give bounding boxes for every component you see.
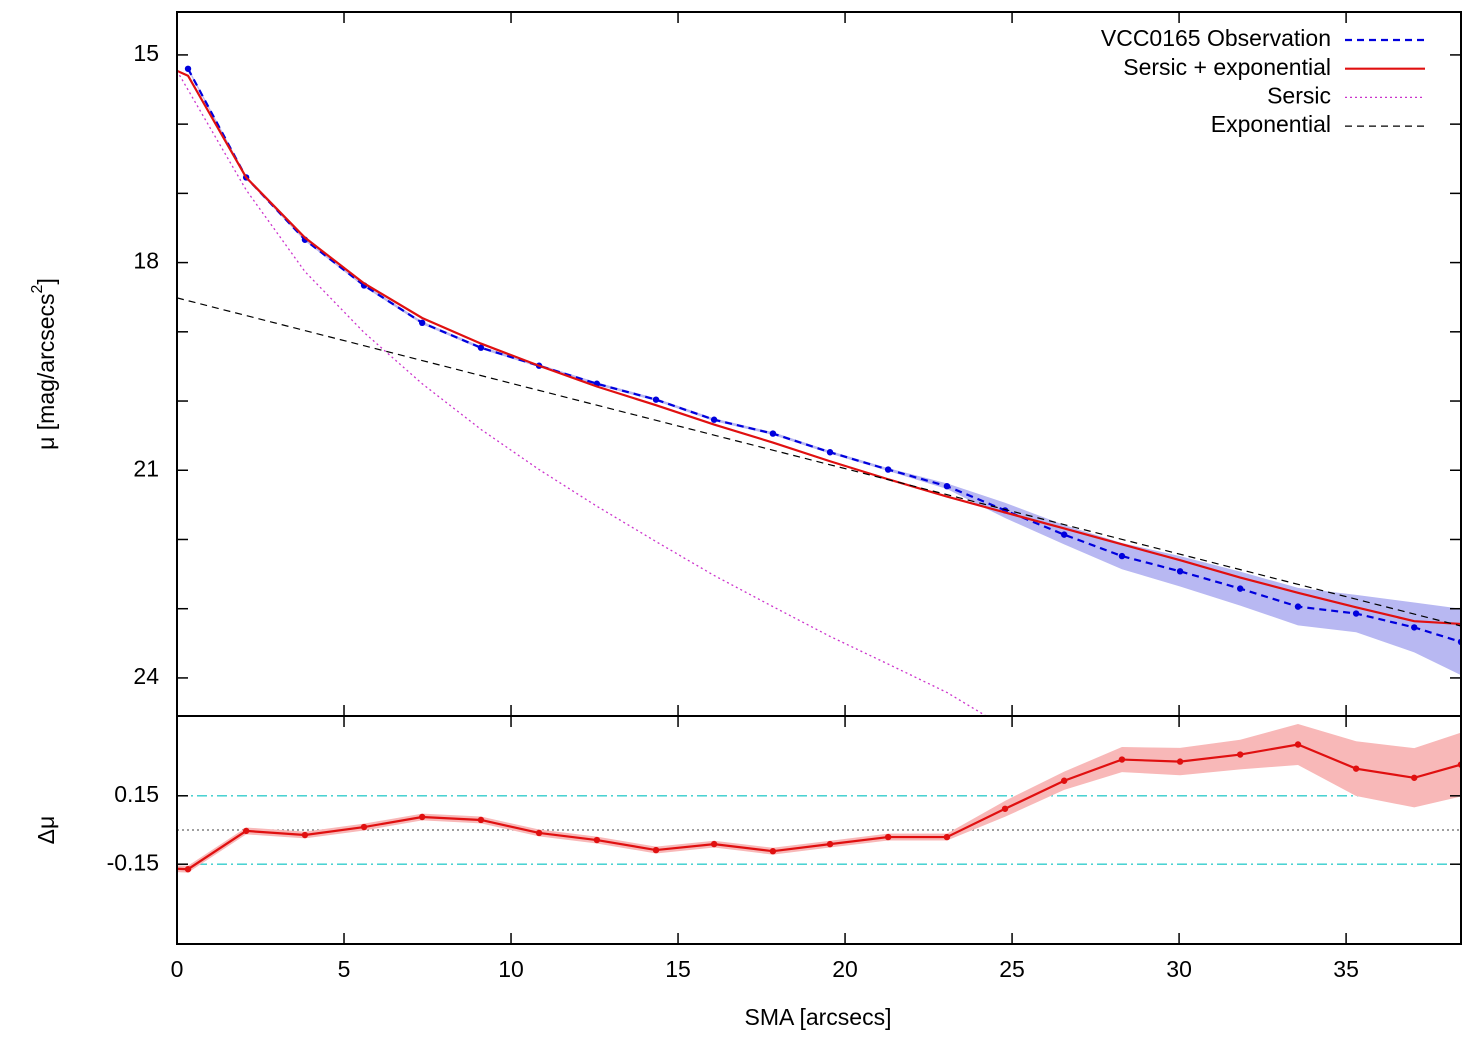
data-point	[652, 846, 660, 854]
data-point	[1352, 765, 1360, 772]
y-tick-label: 0.15	[114, 781, 159, 807]
data-point	[1060, 777, 1068, 784]
series-line	[187, 68, 1461, 643]
data-point	[943, 482, 951, 490]
y-tick-label: 24	[133, 663, 159, 689]
data-point	[477, 344, 485, 351]
data-point	[884, 833, 892, 841]
data-point	[884, 466, 892, 473]
data-point	[769, 848, 777, 855]
data-point	[1237, 751, 1244, 758]
series-line	[177, 69, 1461, 626]
data-point	[652, 396, 660, 403]
x-tick-label: 5	[338, 956, 351, 982]
data-point	[1176, 758, 1184, 765]
data-point	[242, 827, 250, 835]
data-point	[184, 65, 192, 72]
data-point	[826, 449, 834, 456]
x-tick-label: 20	[832, 956, 858, 982]
data-point	[1237, 585, 1244, 592]
x-tick-label: 35	[1333, 956, 1359, 982]
plot-area	[177, 65, 1461, 716]
data-point	[477, 816, 485, 824]
x-axis-label: SMA [arcsecs]	[745, 1004, 892, 1030]
legend-label: Exponential	[1211, 111, 1331, 137]
data-point	[1294, 741, 1302, 748]
data-point	[301, 831, 309, 839]
error-band	[188, 67, 1461, 676]
series-line	[177, 70, 986, 716]
y-tick-label: -0.15	[107, 849, 159, 875]
axes-frame	[176, 715, 1462, 945]
x-tick-label: 30	[1166, 956, 1192, 982]
legend-label: Sersic + exponential	[1123, 54, 1331, 80]
y-axis-label-part: μ [mag/arcsecs	[33, 293, 59, 449]
y-tick-label: 21	[133, 455, 159, 481]
y-tick-label: 15	[133, 40, 159, 66]
data-point	[769, 430, 777, 437]
data-point	[1118, 552, 1126, 560]
data-point	[535, 829, 543, 837]
data-point	[418, 813, 426, 821]
data-point	[1118, 756, 1126, 763]
x-tick-label: 15	[665, 956, 691, 982]
x-tick-label: 0	[171, 956, 184, 982]
y-tick-label: 18	[133, 248, 159, 274]
data-point	[418, 319, 426, 327]
y-axis-label-part: ]	[33, 278, 59, 284]
data-point	[1294, 603, 1302, 610]
data-point	[1411, 774, 1418, 781]
data-point	[1352, 610, 1360, 617]
x-tick-label: 10	[498, 956, 524, 982]
data-point	[826, 840, 834, 848]
legend-label: Sersic	[1267, 82, 1331, 108]
data-point	[943, 833, 951, 841]
data-point	[1001, 805, 1009, 812]
data-point	[1060, 531, 1068, 538]
data-point	[710, 840, 718, 848]
y-axis-label: μ [mag/arcsecs2]	[29, 278, 59, 450]
data-point	[360, 823, 368, 831]
x-tick-label: 25	[999, 956, 1025, 982]
data-point	[1411, 624, 1418, 631]
y-axis-label: Δμ	[33, 816, 59, 845]
data-point	[1176, 568, 1184, 575]
error-band	[177, 723, 1461, 873]
series-line	[177, 297, 1461, 627]
data-point	[593, 836, 601, 844]
data-point	[710, 416, 718, 423]
y-axis-label-sup: 2	[29, 284, 46, 293]
data-point	[184, 866, 192, 873]
legend-label: VCC0165 Observation	[1101, 25, 1331, 51]
series-line	[177, 743, 1461, 871]
plot-area	[177, 723, 1461, 873]
